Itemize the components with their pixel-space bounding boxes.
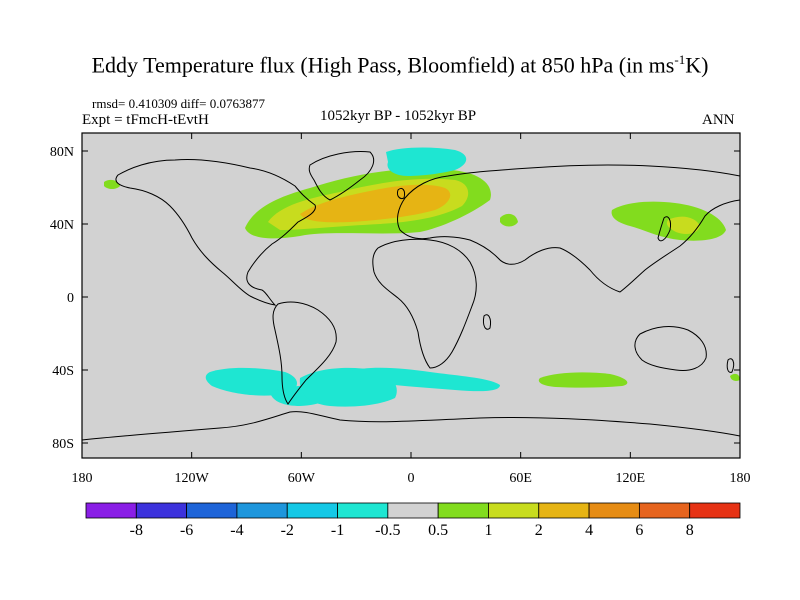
stats-label: rmsd= 0.410309 diff= 0.0763877: [92, 96, 265, 111]
coast-australia: [634, 326, 707, 371]
colorbar-label: 4: [585, 522, 593, 539]
title-exponent: -1: [674, 52, 686, 67]
colorbar-swatch: [337, 502, 389, 519]
field-arctic-cyan: [386, 147, 467, 176]
coast-africa: [372, 238, 477, 369]
axis-ticks: 80N 40N 0 40S 80S 180 120W 60W 0 60E 120E 180: [50, 133, 751, 486]
colorbar-swatch: [638, 502, 691, 519]
field-south-indian-green: [538, 372, 628, 388]
lat-tick-label: 80N: [50, 145, 74, 160]
coast-greenland: [308, 151, 375, 201]
colorbar-swatch: [186, 502, 238, 519]
colorbar-label: 6: [635, 522, 643, 539]
field-south-indian-cyan: [347, 367, 500, 392]
colorbar-label: -4: [230, 522, 243, 539]
coast-japan: [657, 216, 671, 242]
field-bering-green: [104, 179, 120, 189]
colorbar-swatch: [85, 502, 137, 519]
lon-tick-label: 120W: [175, 471, 210, 486]
colorbar-swatch: [236, 502, 288, 519]
lat-tick-label: 40S: [52, 364, 74, 379]
colorbar-swatch: [135, 502, 188, 519]
colorbar-label: -1: [331, 522, 344, 539]
lon-tick-label: 60E: [509, 471, 532, 486]
period-label: 1052kyr BP - 1052kyr BP: [320, 108, 477, 124]
field-north-atlantic-orange: [300, 184, 451, 223]
coastlines: [81, 151, 741, 441]
colorbar-label: 8: [686, 522, 694, 539]
colorbar: -8 -6 -4 -2 -1 -0.5 0.5 1 2 4 6 8: [85, 502, 741, 539]
colorbar-label: 2: [535, 522, 543, 539]
coast-new-zealand: [726, 358, 735, 373]
anomaly-fields: [104, 147, 740, 407]
experiment-label: Expt = tFmcH-tEvtH: [82, 112, 209, 128]
lat-tick-label: 80S: [52, 437, 74, 452]
lon-tick-label: 60W: [288, 471, 316, 486]
colorbar-label: 0.5: [428, 522, 448, 539]
coast-antarctica: [81, 411, 741, 441]
coast-madagascar: [483, 314, 491, 330]
field-tasman-green: [730, 373, 740, 381]
colorbar-label: 1: [484, 522, 492, 539]
colorbar-label: -0.5: [375, 522, 400, 539]
lon-tick-label: 0: [408, 471, 415, 486]
colorbar-label: -8: [130, 522, 143, 539]
lon-tick-label: 120E: [616, 471, 646, 486]
lat-tick-label: 0: [67, 291, 74, 306]
colorbar-label: -2: [281, 522, 294, 539]
colorbar-swatch: [437, 502, 489, 519]
coast-north-america: [115, 159, 316, 306]
lon-tick-label: 180: [730, 471, 751, 486]
field-south-pacific-cyan: [205, 367, 298, 396]
chart-title: Eddy Temperature flux (High Pass, Bloomf…: [0, 52, 800, 78]
colorbar-swatch: [387, 502, 439, 519]
lat-tick-label: 40N: [50, 218, 74, 233]
title-suffix: K): [685, 52, 709, 78]
colorbar-label: -6: [180, 522, 193, 539]
coast-eurasia: [397, 164, 741, 293]
coast-britain: [397, 187, 405, 199]
colorbar-swatch: [286, 502, 338, 519]
coast-south-america: [272, 301, 337, 405]
colorbar-swatch: [538, 502, 590, 519]
lon-tick-label: 180: [72, 471, 93, 486]
season-label: ANN: [702, 112, 735, 128]
colorbar-swatch: [488, 502, 540, 519]
colorbar-swatch: [588, 502, 640, 519]
title-prefix: Eddy Temperature flux (High Pass, Bloomf…: [91, 52, 675, 78]
colorbar-swatch: [689, 502, 741, 519]
field-caspian-green: [500, 213, 518, 227]
field-north-pacific-yellow: [666, 216, 700, 234]
